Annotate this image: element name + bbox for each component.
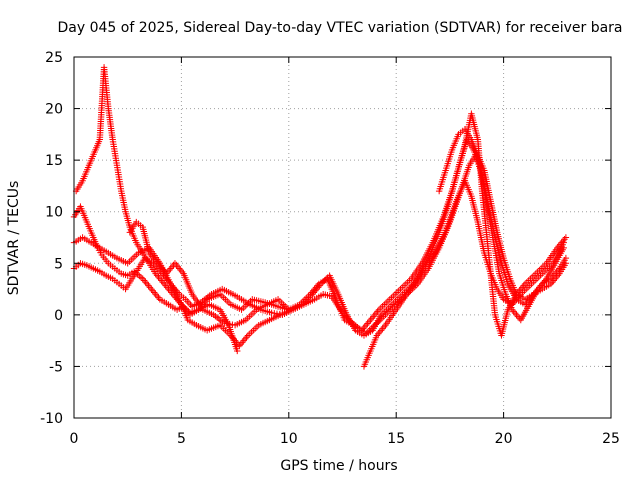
series-tracks-d — [72, 64, 241, 355]
x-tick-label: 10 — [280, 431, 298, 447]
y-axis-label: SDTVAR / TECUs — [6, 181, 22, 296]
x-axis-label: GPS time / hours — [280, 458, 397, 474]
data-point — [276, 311, 283, 318]
x-tick-label: 15 — [387, 431, 405, 447]
y-tick-label: -5 — [49, 359, 63, 375]
data-point — [562, 234, 570, 241]
y-tick-label: 15 — [45, 153, 63, 169]
data-point — [562, 254, 570, 262]
data-point — [223, 320, 231, 327]
data-layer — [70, 64, 570, 370]
x-tick-label: 25 — [602, 431, 620, 447]
data-point — [285, 306, 292, 313]
series-tracks-e — [126, 218, 292, 329]
axis-layer: 0 5 10 15 20 25 -10 -5 0 5 10 15 20 25 — [40, 50, 620, 447]
data-point — [229, 321, 236, 328]
chart-title: Day 045 of 2025, Sidereal Day-to-day VTE… — [57, 20, 622, 36]
x-tick-label: 20 — [495, 431, 513, 447]
data-point — [226, 320, 233, 328]
y-tick-label: 10 — [45, 205, 63, 221]
series-tracks-f — [360, 110, 570, 370]
y-tick-label: 20 — [45, 102, 63, 118]
plot-border — [73, 56, 612, 419]
data-point — [234, 347, 241, 355]
data-point — [271, 310, 278, 317]
x-tick-label: 5 — [177, 431, 186, 447]
data-point — [268, 309, 275, 316]
data-point — [221, 319, 228, 327]
y-tick-label: 5 — [54, 256, 63, 272]
y-tick-label: 0 — [54, 308, 63, 324]
y-tick-label: 25 — [45, 50, 63, 66]
y-tick-label: -10 — [40, 411, 63, 427]
x-tick-label: 0 — [70, 431, 79, 447]
series-tracks-g — [435, 126, 570, 303]
grid-layer — [74, 57, 611, 418]
